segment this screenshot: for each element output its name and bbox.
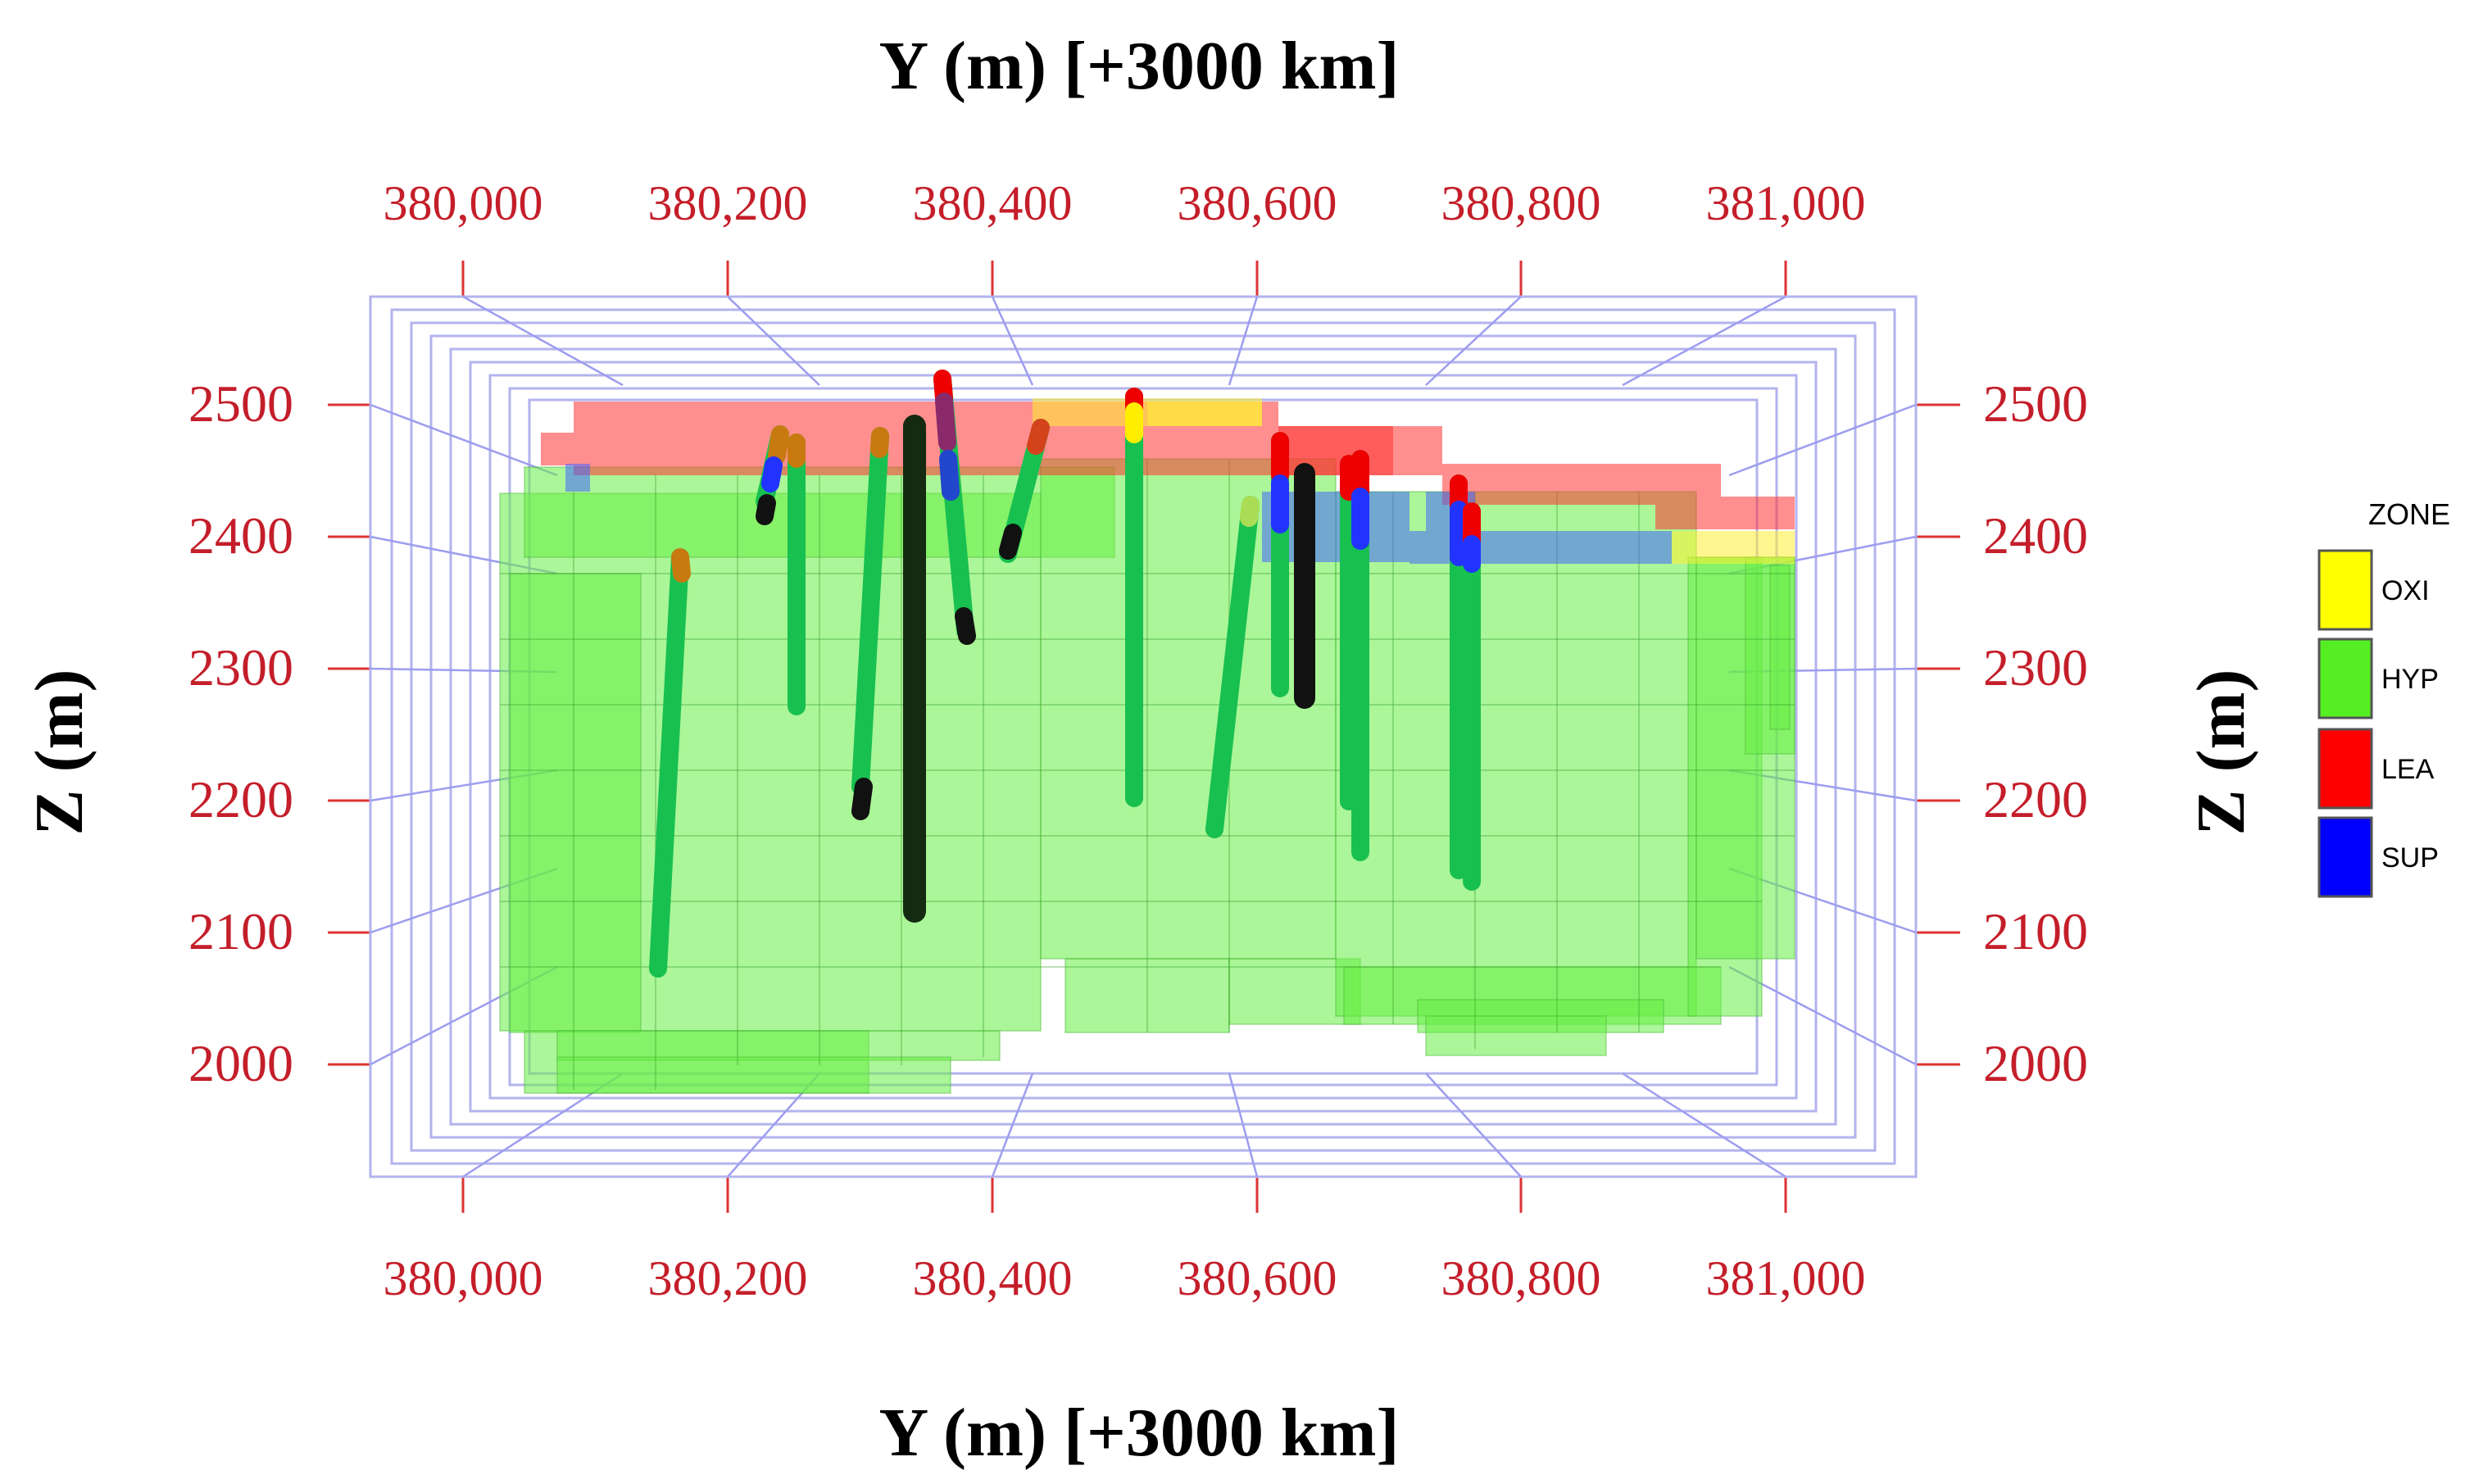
right-z-tick: 2400 bbox=[1983, 506, 2088, 565]
drill-hole bbox=[671, 548, 691, 583]
legend-swatch bbox=[2317, 549, 2373, 631]
legend-item-hyp: HYP bbox=[2317, 638, 2439, 719]
bottom-y-tick: 380,800 bbox=[1441, 1251, 1601, 1305]
legend-label: SUP bbox=[2381, 842, 2439, 874]
top-y-ticks: 380,000 380,200 380,400 380,600 380,800 … bbox=[384, 176, 1866, 230]
right-z-tick: 2200 bbox=[1983, 770, 2088, 828]
bottom-y-tick: 380,600 bbox=[1178, 1251, 1337, 1305]
oxi-zone-blocks bbox=[1033, 398, 1795, 564]
drill-hole bbox=[1205, 496, 1260, 838]
top-y-tick: 380,800 bbox=[1441, 176, 1601, 230]
left-z-tick: 2300 bbox=[188, 638, 293, 697]
drill-hole bbox=[955, 607, 976, 645]
drill-hole bbox=[768, 425, 789, 465]
left-z-tick: 2000 bbox=[188, 1034, 293, 1092]
top-y-tick: 380,600 bbox=[1178, 176, 1337, 230]
legend-swatch bbox=[2317, 816, 2373, 898]
top-y-tick: 380,400 bbox=[913, 176, 1073, 230]
drill-hole bbox=[870, 427, 889, 458]
bottom-y-ticks: 380,000 380,200 380,400 380,600 380,800 … bbox=[384, 1251, 1866, 1305]
bottom-y-tick: 381,000 bbox=[1706, 1251, 1866, 1305]
drill-hole bbox=[1240, 496, 1260, 527]
hyp-zone-blocks bbox=[499, 458, 1795, 1094]
drill-hole bbox=[935, 393, 956, 452]
bottom-y-tick: 380,400 bbox=[913, 1251, 1073, 1305]
legend-item-sup: SUP bbox=[2317, 816, 2439, 898]
legend-item-oxi: OXI bbox=[2317, 549, 2430, 631]
right-z-ticks: 2500 2400 2300 2200 2100 2000 bbox=[1983, 374, 2088, 1092]
top-y-tick: 381,000 bbox=[1706, 176, 1866, 230]
right-z-tick: 2100 bbox=[1983, 902, 2088, 960]
block-grid bbox=[500, 459, 1795, 1090]
left-z-tick: 2200 bbox=[188, 770, 293, 828]
bottom-y-tick: 380,000 bbox=[384, 1251, 543, 1305]
zone-legend: ZONE OXI HYP LEA SUP bbox=[2317, 497, 2450, 898]
top-axis-title: Y (m) [+3000 km] bbox=[879, 28, 1400, 104]
left-z-ticks: 2500 2400 2300 2200 2100 2000 bbox=[188, 374, 293, 1092]
legend-swatch bbox=[2317, 638, 2373, 719]
left-z-tick: 2500 bbox=[188, 374, 293, 433]
bottom-axis-title: Y (m) [+3000 km] bbox=[879, 1395, 1400, 1471]
bottom-y-tick: 380,200 bbox=[648, 1251, 808, 1305]
drill-hole bbox=[761, 456, 783, 492]
right-axis-title: Z (m) bbox=[2183, 669, 2259, 836]
right-z-tick: 2500 bbox=[1983, 374, 2088, 433]
drill-hole bbox=[851, 778, 873, 820]
drill-hole bbox=[999, 524, 1022, 560]
left-z-tick: 2100 bbox=[188, 902, 293, 960]
top-y-tick: 380,200 bbox=[648, 176, 808, 230]
right-z-tick: 2300 bbox=[1983, 638, 2088, 697]
legend-label: LEA bbox=[2381, 754, 2435, 785]
legend-swatch bbox=[2317, 728, 2373, 810]
right-z-tick: 2000 bbox=[1983, 1034, 2088, 1092]
left-axis-title: Z (m) bbox=[21, 669, 98, 836]
legend-label: OXI bbox=[2381, 575, 2430, 606]
drill-hole bbox=[1027, 419, 1050, 455]
legend-item-lea: LEA bbox=[2317, 728, 2435, 810]
left-z-tick: 2400 bbox=[188, 506, 293, 565]
legend-label: HYP bbox=[2381, 664, 2439, 695]
drill-hole bbox=[939, 450, 960, 501]
legend-title: ZONE bbox=[2368, 497, 2450, 531]
drill-hole bbox=[851, 427, 889, 796]
drill-hole bbox=[649, 548, 689, 978]
drill-hole bbox=[756, 494, 776, 525]
top-y-tick: 380,000 bbox=[384, 176, 543, 230]
drill-holes bbox=[649, 370, 1481, 978]
tick-marks bbox=[328, 261, 1960, 1213]
